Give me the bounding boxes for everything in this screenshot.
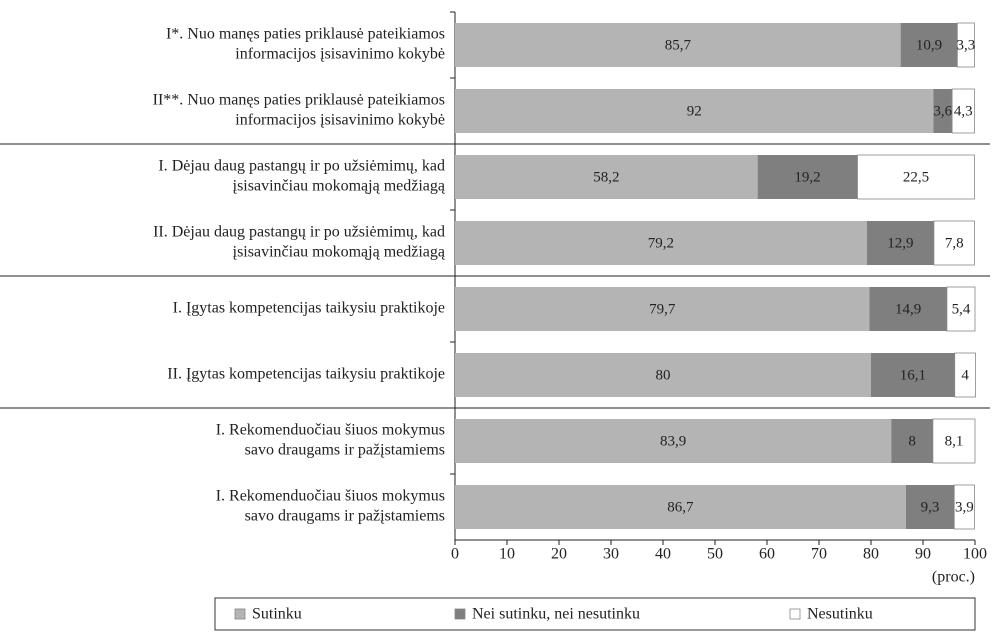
bar-segment [954,352,976,398]
x-tick-label: 90 [915,546,931,563]
x-tick-label: 40 [655,546,671,563]
value-label: 86,7 [667,499,694,515]
legend-label: Sutinku [252,606,302,623]
category-label: įsisavinčiau mokomąją medžiagą [233,178,446,195]
value-label: 22,5 [903,169,929,185]
bar-segment [932,418,976,464]
bar-segment [455,155,758,199]
bar-segment [956,22,975,68]
bar-segment [455,353,871,397]
x-tick-label: 20 [551,546,567,563]
bar-segment [455,287,870,331]
value-label: 8 [908,433,916,449]
value-label: 19,2 [794,169,820,185]
x-tick-label: 60 [759,546,775,563]
category-label: informacijos įsisavinimo kokybė [235,46,445,63]
x-tick-label: 70 [811,546,827,563]
value-label: 79,2 [648,235,674,251]
bar-segment [946,286,976,332]
category-label: informacijos įsisavinimo kokybė [235,112,445,129]
value-label: 12,9 [887,235,913,251]
bar-segment [866,221,934,265]
category-label: I. Rekomenduočiau šiuos mokymus [216,488,445,505]
bar-segment [900,23,958,67]
bar-segment [869,287,947,331]
x-tick-label: 100 [963,546,987,563]
x-tick-label: 0 [451,546,459,563]
value-label: 5,4 [952,301,971,317]
category-label: savo draugams ir pažįstamiems [245,442,445,459]
value-label: 3,3 [957,37,976,53]
category-label: įsisavinčiau mokomąją medžiagą [233,244,446,261]
value-label: 3,6 [933,103,952,119]
category-label: I. Įgytas kompetencijas taikysiu praktik… [173,300,445,317]
value-label: 80 [656,367,671,383]
value-label: 16,1 [900,367,926,383]
bar-segment [933,220,975,266]
bar-segment [455,89,934,133]
legend-swatch [789,608,801,620]
bar-segment [757,155,858,199]
legend-swatch [454,608,466,620]
x-tick-label: 10 [499,546,515,563]
category-label: II. Dėjau daug pastangų ir po užsiėmimų,… [153,224,445,241]
value-label: 4,3 [954,103,973,119]
category-label: I. Rekomenduočiau šiuos mokymus [216,422,445,439]
value-label: 9,3 [921,499,940,515]
bar-segment [857,154,975,200]
value-label: 8,1 [945,433,964,449]
category-label: I. Dėjau daug pastangų ir po užsiėmimų, … [158,158,445,175]
bar-segment [455,221,867,265]
value-label: 10,9 [916,37,942,53]
value-label: 58,2 [593,169,619,185]
value-label: 92 [687,103,702,119]
bar-segment [951,88,975,134]
bar-segment [905,485,955,529]
category-label: savo draugams ir pažįstamiems [245,508,445,525]
legend-swatch [234,608,246,620]
x-tick-label: 50 [707,546,723,563]
value-label: 85,7 [665,37,692,53]
category-label: II**. Nuo manęs paties priklausė pateiki… [153,92,445,109]
bar-segment [933,89,953,133]
x-axis-label: (proc.) [932,569,975,586]
value-label: 83,9 [660,433,686,449]
x-tick-label: 80 [863,546,879,563]
category-label: II. Įgytas kompetencijas taikysiu prakti… [167,366,445,383]
value-label: 14,9 [895,301,921,317]
bar-segment [891,419,933,463]
bar-segment [455,23,901,67]
legend-label: Nesutinku [807,606,873,623]
bar-segment [455,419,892,463]
value-label: 4 [961,367,969,383]
category-label: I*. Nuo manęs paties priklausė pateikiam… [166,26,445,43]
value-label: 3,9 [955,499,974,515]
x-tick-label: 30 [603,546,619,563]
legend-label: Nei sutinku, nei nesutinku [472,606,640,623]
value-label: 7,8 [945,235,964,251]
legend-box [214,597,976,631]
bar-segment [455,485,906,529]
value-label: 79,7 [649,301,676,317]
bar-segment [953,484,975,530]
bar-segment [871,353,955,397]
